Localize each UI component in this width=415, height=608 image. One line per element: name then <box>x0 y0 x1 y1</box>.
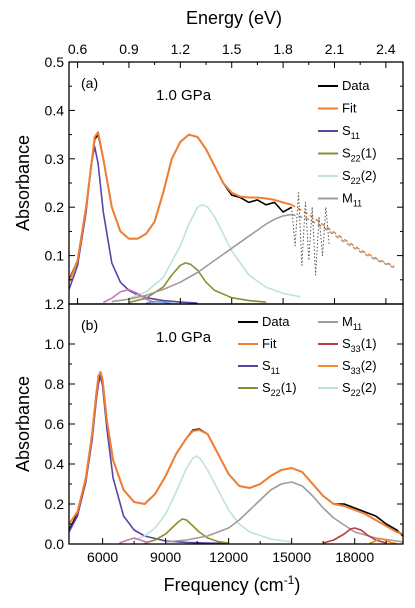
legend-entry-m11: M11 <box>342 191 362 209</box>
legend: Data M11 Fit S33(1) S11 S33(2) S22(1) S22(2) <box>238 314 377 398</box>
top-tick-label: 2.1 <box>325 41 345 57</box>
series-s33-2 <box>369 537 397 544</box>
top-tick-label: 2.4 <box>376 41 396 57</box>
top-tick-label: 0.9 <box>119 41 139 57</box>
x-tick-label: 15000 <box>272 549 311 565</box>
x-tick-label: 9000 <box>150 549 181 565</box>
series-impurity <box>119 537 150 544</box>
pressure-annotation: 1.0 GPa <box>156 329 212 346</box>
series-fit-extrapolated <box>291 204 395 267</box>
plot-area <box>69 371 403 544</box>
panel-label: (b) <box>81 317 98 333</box>
series-s22-1 <box>128 262 267 304</box>
top-axis-title: Energy (eV) <box>186 8 282 28</box>
legend-entry-s22-1: S22(1) <box>342 146 377 164</box>
y-tick-label: 1.2 <box>45 296 65 312</box>
legend-entry-s22-2: S22(2) <box>342 168 377 186</box>
legend: Data Fit S11 S22(1) S22(2) M11 <box>318 78 377 209</box>
y-tick-label: 0.5 <box>45 54 65 70</box>
x-tick-label: 6000 <box>87 549 118 565</box>
y-tick-label: 0.6 <box>45 416 65 432</box>
legend-entry-data: Data <box>262 314 290 329</box>
y-tick-label: 1.0 <box>45 336 65 352</box>
y-tick-label: 0.2 <box>45 496 65 512</box>
series-impurity <box>102 288 155 304</box>
series-m11 <box>111 213 292 303</box>
y-axis-title: Absorbance <box>13 135 33 231</box>
legend-entry-fit: Fit <box>342 101 357 116</box>
series-s22-2 <box>128 204 301 299</box>
series-s22-2 <box>133 455 292 543</box>
series-s22-1 <box>144 518 229 544</box>
x-tick-label: 12000 <box>209 549 248 565</box>
top-tick-label: 1.5 <box>222 41 242 57</box>
y-tick-label: 0.8 <box>45 376 65 392</box>
legend-entry-s11: S11 <box>262 358 280 376</box>
legend-entry-s22-2: S22(2) <box>342 380 377 398</box>
y-tick-label: 0.4 <box>45 102 65 118</box>
panel-a: 1.2 0.1 0.2 0.3 0.4 0.5 Absorbance (a) 1.0 GPa Da… <box>13 41 404 312</box>
panel-label: (a) <box>81 75 98 91</box>
legend-entry-s22-1: S22(1) <box>262 380 297 398</box>
top-tick-label: 1.2 <box>171 41 191 57</box>
series-m11-extrapolated <box>291 213 395 269</box>
series-data-noisy <box>291 192 330 276</box>
panel-b: 0.0 0.2 0.4 0.6 0.8 1.0 Absorbance (b) 1.0 GPa Da… <box>13 303 404 565</box>
series-impurity2 <box>145 300 172 304</box>
series-s33-1 <box>322 527 387 544</box>
x-tick-label: 18000 <box>335 549 374 565</box>
pressure-annotation: 1.0 GPa <box>156 87 212 104</box>
legend-entry-fit: Fit <box>262 336 277 351</box>
y-tick-label: 0.3 <box>45 151 65 167</box>
x-axis-title: Frequency (cm-1) <box>164 573 301 595</box>
series-s11 <box>69 145 198 304</box>
top-tick-label: 1.8 <box>273 41 293 57</box>
series-fit <box>69 131 292 283</box>
legend-entry-s11: S11 <box>342 123 360 141</box>
y-tick-label: 0.4 <box>45 456 65 472</box>
plot-area <box>69 131 395 304</box>
series-fit <box>69 371 403 535</box>
top-tick-label: 0.6 <box>68 41 88 57</box>
y-tick-label: 0.1 <box>45 248 65 264</box>
legend-entry-s33-1: S33(1) <box>342 336 377 354</box>
y-tick-label: 0.0 <box>45 536 65 552</box>
series-s11 <box>69 375 229 544</box>
y-axis-title: Absorbance <box>13 376 33 472</box>
legend-entry-m11: M11 <box>342 314 362 332</box>
legend-entry-s33-2: S33(2) <box>342 358 377 376</box>
legend-entry-data: Data <box>342 78 370 93</box>
series-m11 <box>165 481 403 543</box>
y-tick-label: 0.2 <box>45 199 65 215</box>
